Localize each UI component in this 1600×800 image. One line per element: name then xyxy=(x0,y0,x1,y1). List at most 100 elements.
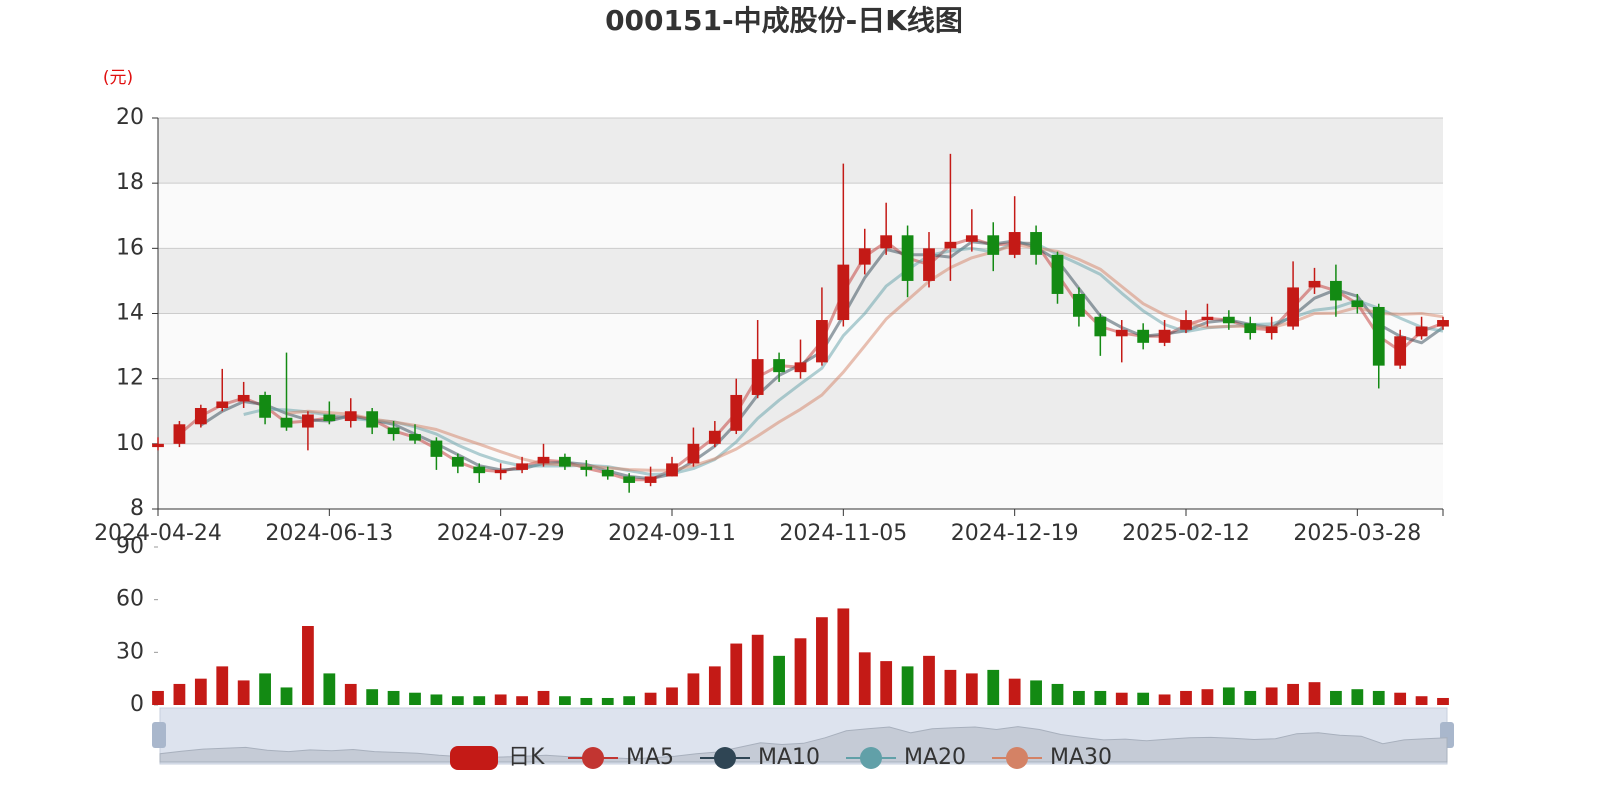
candle-body xyxy=(323,414,336,422)
legend-item[interactable]: MA30 xyxy=(992,745,1112,770)
volume-bar xyxy=(666,687,678,705)
volume-bar xyxy=(430,694,443,705)
volume-bar xyxy=(194,678,207,705)
volume-tick-label: 60 xyxy=(116,587,144,612)
candle-body xyxy=(451,456,464,467)
volume-bar xyxy=(794,638,807,705)
x-tick-label: 2024-11-05 xyxy=(779,521,907,546)
volume-bar xyxy=(494,694,507,705)
candle-body xyxy=(816,320,828,363)
volume-bar xyxy=(280,687,293,705)
candle-body xyxy=(494,469,507,474)
volume-bar xyxy=(1415,696,1428,705)
candle-body xyxy=(302,414,314,428)
y-tick-label: 18 xyxy=(116,170,144,195)
volume-bar xyxy=(302,626,314,705)
volume-bar xyxy=(1222,687,1235,705)
volume-bar xyxy=(644,692,657,705)
candle-body xyxy=(1094,316,1107,337)
candle-body xyxy=(730,394,743,431)
candle-body xyxy=(1030,232,1042,255)
candle-body xyxy=(858,248,871,265)
volume-tick-label: 0 xyxy=(130,692,144,717)
volume-bar xyxy=(944,669,957,705)
volume-bar xyxy=(1158,694,1171,705)
legend-swatch xyxy=(450,746,498,770)
legend-item[interactable]: 日K xyxy=(450,745,545,770)
volume-bar xyxy=(1244,690,1257,705)
volume-bar xyxy=(923,655,935,705)
candle-body xyxy=(259,394,271,418)
candle-body xyxy=(901,235,914,281)
volume-bar xyxy=(1180,690,1192,705)
candle-body xyxy=(1158,329,1171,343)
volume-bar xyxy=(1137,692,1150,705)
legend-label: 日K xyxy=(508,745,545,770)
candle-body xyxy=(537,456,550,464)
volume-bar xyxy=(516,696,528,705)
candle-body xyxy=(1222,316,1235,324)
candle-body xyxy=(1115,329,1128,337)
legend-marker xyxy=(1006,747,1028,769)
volume-bar xyxy=(601,697,614,705)
volume-bar xyxy=(237,680,250,705)
legend-item[interactable]: MA10 xyxy=(700,745,820,770)
candle-body xyxy=(944,241,957,249)
slider-handle[interactable] xyxy=(152,722,166,748)
chart-title: 000151-中成股份-日K线图 xyxy=(605,4,963,37)
candle-body xyxy=(687,443,700,464)
legend-item[interactable]: MA20 xyxy=(846,745,966,770)
legend-item[interactable]: MA5 xyxy=(568,745,674,770)
candle-body xyxy=(580,466,593,470)
grid-band xyxy=(158,248,1443,314)
candle-body xyxy=(1308,280,1321,288)
candle-body xyxy=(1201,316,1214,321)
volume-bar xyxy=(1287,683,1299,705)
candle-body xyxy=(1394,336,1407,366)
volume-bar xyxy=(708,666,721,705)
legend-marker xyxy=(714,747,736,769)
legend-label: MA20 xyxy=(904,745,966,770)
candle-body xyxy=(794,362,807,373)
volume-bar xyxy=(173,683,186,705)
candle-body xyxy=(987,235,1000,255)
candle-body xyxy=(152,443,164,448)
volume-tick-label: 90 xyxy=(116,534,144,559)
candle-body xyxy=(1372,306,1385,366)
candle-body xyxy=(708,430,721,444)
candle-body xyxy=(1008,232,1021,255)
x-tick-label: 2024-06-13 xyxy=(265,521,393,546)
candle-body xyxy=(1330,280,1342,301)
volume-bar xyxy=(1437,697,1449,705)
candle-body xyxy=(194,407,207,425)
volume-bar xyxy=(580,697,593,705)
candle-body xyxy=(923,248,935,281)
volume-tick-label: 30 xyxy=(116,639,144,664)
volume-bar xyxy=(409,692,421,705)
volume-bar xyxy=(344,683,357,705)
volume-bar xyxy=(216,666,229,705)
candle-body xyxy=(1137,329,1150,343)
legend-label: MA30 xyxy=(1050,745,1112,770)
candle-body xyxy=(1265,326,1278,334)
volume-bar xyxy=(773,655,785,705)
volume-bar xyxy=(1008,678,1021,705)
volume-bar xyxy=(451,696,464,705)
candle-body xyxy=(666,463,678,477)
candle-body xyxy=(601,469,614,477)
x-tick-label: 2025-02-12 xyxy=(1122,521,1250,546)
candle-body xyxy=(387,427,400,435)
volume-bar xyxy=(880,661,893,705)
volume-bar xyxy=(1094,690,1107,705)
candle-body xyxy=(344,411,357,422)
candle-body xyxy=(1073,293,1085,317)
volume-bar xyxy=(623,696,636,705)
volume-bar xyxy=(323,673,336,705)
candle-body xyxy=(1287,287,1299,327)
volume-bar xyxy=(259,673,271,705)
plot-area xyxy=(158,118,1443,509)
x-tick-label: 2024-07-29 xyxy=(437,521,565,546)
slider-shadow xyxy=(159,726,1448,763)
y-tick-label: 12 xyxy=(116,366,144,391)
